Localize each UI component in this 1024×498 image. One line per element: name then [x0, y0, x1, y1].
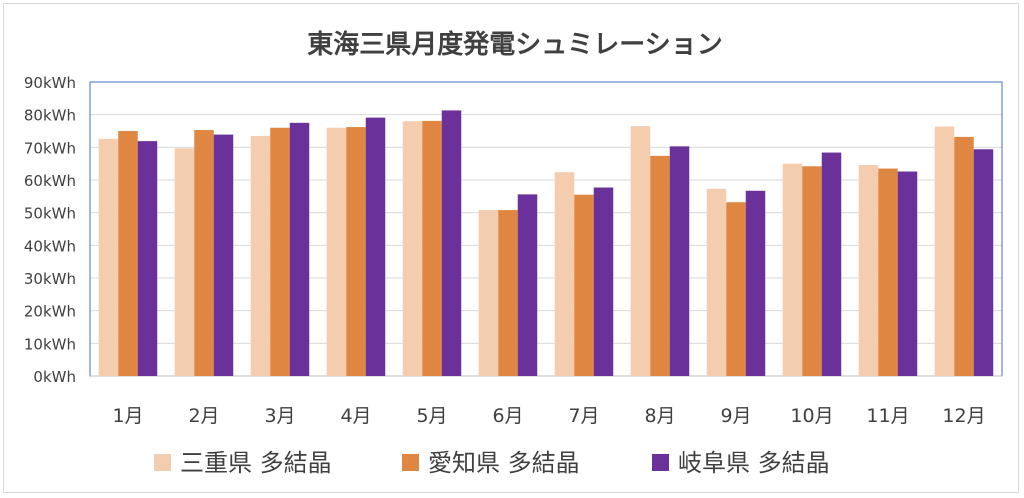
- bar-series-3-9月: [745, 190, 766, 376]
- y-tick-label: 60kWh: [24, 172, 76, 190]
- legend-item-1: 三重県 多結晶: [154, 449, 332, 477]
- chart-title: 東海三県月度発電シュミレーション: [307, 29, 722, 60]
- bar-series-2-1月: [118, 131, 138, 376]
- bar-series-2-3月: [270, 127, 290, 376]
- y-tick-label: 30kWh: [24, 270, 76, 288]
- legend-swatch: [652, 454, 669, 471]
- bar-series-1-1月: [98, 138, 119, 376]
- legend-item-3: 岐阜県 多結晶: [652, 449, 830, 477]
- legend: 三重県 多結晶 愛知県 多結晶 岐阜県 多結晶: [154, 449, 830, 477]
- bar-series-2-2月: [194, 130, 214, 376]
- gridlines: [90, 114, 1002, 344]
- legend-label: 岐阜県 多結晶: [678, 449, 830, 477]
- y-tick-label: 70kWh: [24, 139, 76, 157]
- bar-series-1-11月: [858, 164, 879, 376]
- bar-series-2-8月: [650, 155, 670, 376]
- x-tick-label: 4月: [340, 405, 371, 427]
- bar-series-1-9月: [706, 188, 727, 376]
- bar-series-3-12月: [973, 149, 994, 376]
- bar-chart: 東海三県月度発電シュミレーション 0kWh 10kWh 20kWh 30kWh 40kW…: [24, 29, 1003, 477]
- x-tick-label: 8月: [644, 405, 675, 427]
- x-tick-label: 1月: [112, 405, 143, 427]
- bar-series-1-8月: [630, 126, 651, 376]
- bar-series-2-11月: [878, 168, 898, 376]
- bar-series-3-3月: [289, 122, 310, 376]
- y-tick-label: 20kWh: [24, 303, 76, 321]
- bar-series-3-10月: [821, 152, 842, 376]
- bar-series-1-6月: [478, 210, 499, 376]
- bar-series-1-10月: [782, 163, 803, 376]
- y-tick-label: 0kWh: [33, 368, 76, 386]
- x-tick-label: 12月: [942, 405, 985, 427]
- y-tick-label: 90kWh: [24, 74, 76, 92]
- legend-swatch: [154, 454, 171, 471]
- legend-label: 三重県 多結晶: [180, 449, 332, 477]
- legend-item-2: 愛知県 多結晶: [402, 449, 580, 477]
- bar-series-1-7月: [554, 172, 575, 376]
- bar-series-2-7月: [574, 194, 594, 376]
- bar-series-2-5月: [422, 120, 442, 377]
- bar-series-3-5月: [441, 110, 462, 377]
- y-axis-tick-labels: 0kWh 10kWh 20kWh 30kWh 40kWh 50kWh 60kWh 70kWh 8…: [24, 74, 76, 386]
- bar-series-1-3月: [250, 135, 271, 376]
- x-tick-label: 10月: [790, 405, 833, 427]
- bar-series-2-9月: [726, 202, 746, 376]
- bar-series-2-10月: [802, 166, 822, 376]
- x-tick-label: 6月: [492, 405, 523, 427]
- x-tick-label: 2月: [188, 405, 219, 427]
- bars: [98, 110, 994, 377]
- bar-series-3-6月: [517, 194, 538, 376]
- bar-series-2-4月: [346, 127, 366, 376]
- bar-series-3-8月: [669, 146, 690, 376]
- bar-series-3-7月: [593, 187, 614, 376]
- x-tick-label: 9月: [720, 405, 751, 427]
- y-tick-label: 40kWh: [24, 237, 76, 255]
- legend-swatch: [402, 454, 419, 471]
- x-tick-label: 3月: [264, 405, 295, 427]
- bar-series-1-5月: [402, 121, 423, 376]
- x-tick-label: 5月: [416, 405, 447, 427]
- plot-area: [89, 81, 1003, 377]
- legend-label: 愛知県 多結晶: [428, 449, 580, 477]
- bar-series-2-6月: [498, 210, 518, 376]
- y-tick-label: 10kWh: [24, 335, 76, 353]
- bar-series-1-2月: [174, 148, 195, 376]
- bar-series-1-4月: [326, 127, 347, 376]
- chart-frame: 東海三県月度発電シュミレーション 0kWh 10kWh 20kWh 30kWh 40kW…: [3, 3, 1019, 493]
- bar-series-2-12月: [954, 136, 974, 376]
- y-tick-label: 80kWh: [24, 107, 76, 125]
- bar-series-3-4月: [365, 117, 386, 377]
- bar-series-1-12月: [934, 126, 955, 377]
- x-axis-tick-labels: 1月 2月 3月 4月 5月 6月 7月 8月 9月 10月 11月 12月: [112, 405, 985, 427]
- bar-series-3-11月: [897, 171, 918, 376]
- bar-series-3-2月: [213, 134, 234, 376]
- x-tick-label: 11月: [866, 405, 909, 427]
- y-tick-label: 50kWh: [24, 205, 76, 223]
- x-tick-label: 7月: [568, 405, 599, 427]
- bar-series-3-1月: [137, 141, 158, 376]
